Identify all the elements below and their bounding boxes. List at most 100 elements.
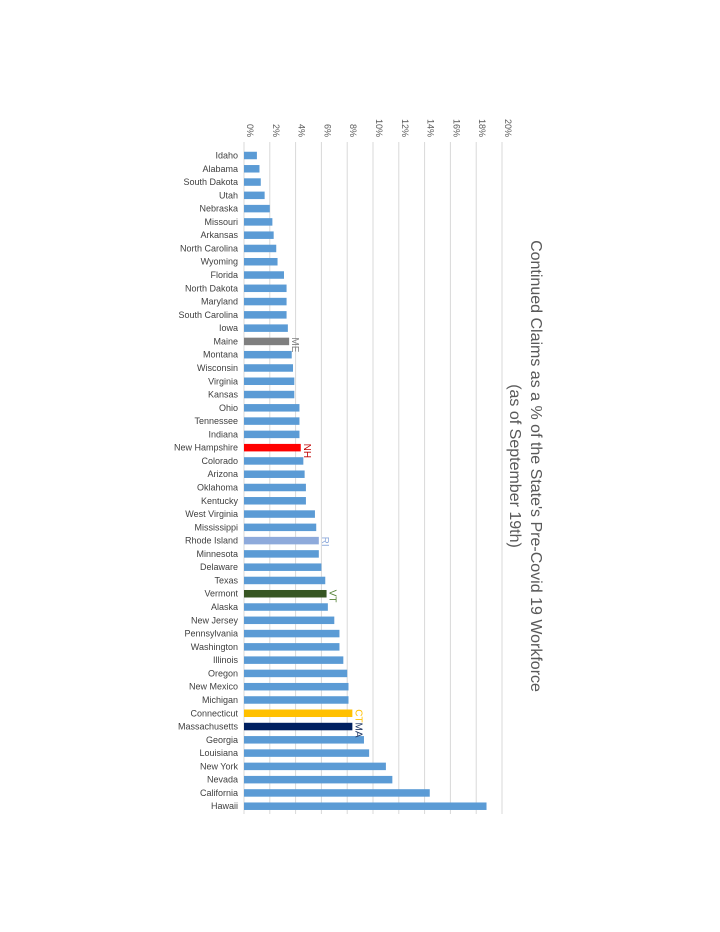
x-tick-label: 8% <box>348 124 358 137</box>
x-tick-label: 0% <box>245 124 255 137</box>
x-tick-label: 12% <box>400 119 410 137</box>
x-tick-label: 6% <box>322 124 332 137</box>
highlight-label: CT <box>352 709 363 722</box>
category-label: Wisconsin <box>197 363 238 373</box>
bar <box>244 483 306 492</box>
category-label: Delaware <box>200 562 238 572</box>
category-label: North Dakota <box>185 283 238 293</box>
bar <box>244 417 300 425</box>
highlight-label: RI <box>319 537 330 547</box>
category-label: Maine <box>213 336 238 346</box>
category-label: New Mexico <box>189 682 238 692</box>
bar <box>244 364 294 372</box>
category-label: Georgia <box>206 735 238 745</box>
category-label: Pennsylvania <box>184 629 238 639</box>
bar <box>244 523 317 532</box>
category-label: Alaska <box>211 602 238 612</box>
x-tick-label: 20% <box>503 119 513 137</box>
chart-subtitle: (as of September 19th) <box>506 384 523 548</box>
category-label: Ohio <box>219 403 238 413</box>
category-label: Missouri <box>204 217 238 227</box>
category-label: Maryland <box>201 297 238 307</box>
category-label: Hawaii <box>211 801 238 811</box>
category-label: Wyoming <box>201 257 238 267</box>
bar <box>244 204 270 213</box>
category-label: Nebraska <box>199 204 238 214</box>
bar <box>244 497 306 505</box>
category-label: Utah <box>219 190 238 200</box>
bar <box>244 337 290 346</box>
bar <box>244 775 393 784</box>
bar <box>244 616 335 625</box>
bar <box>244 709 353 718</box>
gridlines <box>243 142 503 814</box>
bar <box>244 722 353 731</box>
bar <box>244 550 319 558</box>
category-label: West Virginia <box>185 509 238 519</box>
bar <box>244 736 364 744</box>
bar <box>244 297 287 306</box>
bar <box>244 191 265 200</box>
bar <box>244 178 261 186</box>
bar <box>244 271 284 279</box>
bar <box>244 762 386 771</box>
bar <box>244 284 287 293</box>
category-label: Kentucky <box>201 496 239 506</box>
category-label: Washington <box>191 642 238 652</box>
category-label: Kansas <box>208 390 239 400</box>
x-tick-label: 10% <box>374 119 384 137</box>
category-label: Connecticut <box>190 708 238 718</box>
bar <box>244 231 274 239</box>
bar <box>244 643 340 651</box>
bar <box>244 443 301 452</box>
category-label: New Jersey <box>191 615 239 625</box>
category-label: Massachusetts <box>178 722 239 732</box>
bar <box>244 151 257 160</box>
category-label: Arkansas <box>200 230 238 240</box>
x-tick-label: 18% <box>477 119 487 137</box>
category-label: Minnesota <box>196 549 238 559</box>
bar <box>244 563 322 571</box>
highlight-label: VT <box>327 590 338 603</box>
category-label: Mississippi <box>194 522 238 532</box>
category-label: Indiana <box>208 429 238 439</box>
highlight-label: MA <box>352 723 363 738</box>
category-label: Colorado <box>201 456 238 466</box>
chart-title: Continued Claims as a % of the State's P… <box>527 240 544 692</box>
bar <box>244 390 295 399</box>
bar <box>244 669 348 678</box>
bar <box>244 510 315 518</box>
category-label: Arizona <box>207 469 238 479</box>
bar <box>244 350 292 359</box>
category-label: Virginia <box>208 376 238 386</box>
bar <box>244 244 277 253</box>
bar <box>244 470 305 478</box>
bar <box>244 430 300 439</box>
category-label: South Carolina <box>178 310 238 320</box>
bar <box>244 589 327 598</box>
x-tick-label: 2% <box>271 124 281 137</box>
bar <box>244 165 260 173</box>
bar <box>244 457 304 465</box>
bar <box>244 789 430 797</box>
bar <box>244 311 287 319</box>
bar <box>244 257 278 266</box>
chart-title-group: Continued Claims as a % of the State's P… <box>506 240 544 692</box>
category-label: Alabama <box>202 164 238 174</box>
category-label: New Hampshire <box>174 443 238 453</box>
bar <box>244 377 295 386</box>
category-label: New York <box>200 761 239 771</box>
highlight-label: NH <box>301 444 312 458</box>
bar <box>244 696 349 704</box>
x-axis-ticks: 0% 2% 4% 6% 8% 10% 12% 14% 16% 18% 20% <box>245 119 513 137</box>
category-label: North Carolina <box>180 243 238 253</box>
x-tick-label: 16% <box>451 119 461 137</box>
bar <box>244 603 328 611</box>
category-label: Oregon <box>208 668 238 678</box>
category-label: Tennessee <box>194 416 238 426</box>
category-label: Montana <box>203 350 238 360</box>
category-label: Florida <box>210 270 238 280</box>
category-label: Oklahoma <box>197 483 238 493</box>
